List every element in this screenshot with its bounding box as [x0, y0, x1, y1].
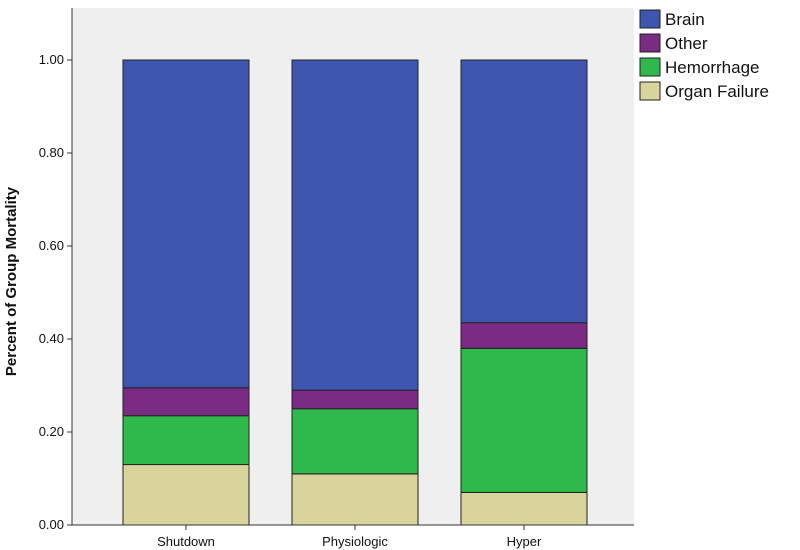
legend-label: Brain: [665, 10, 705, 29]
y-tick-label: 1.00: [39, 52, 64, 67]
legend-swatch-brain: [639, 9, 661, 29]
y-tick-label: 0.80: [39, 145, 64, 160]
legend-label: Hemorrhage: [665, 58, 760, 77]
bar-other-hyper: [460, 322, 588, 349]
x-tick-label: Shutdown: [157, 534, 215, 549]
bar-organ-failure-shutdown: [122, 464, 250, 526]
y-tick-label: 0.40: [39, 331, 64, 346]
y-axis: 0.00 0.20 0.40 0.60 0.80 1.00: [39, 8, 73, 532]
legend-label: Organ Failure: [665, 82, 769, 101]
bar-brain-hyper: [460, 59, 588, 324]
bar-other-shutdown: [122, 387, 250, 417]
bar-hemorrhage-physiologic: [291, 408, 419, 475]
legend: Brain Other Hemorrhage Organ Failure: [639, 9, 769, 101]
bar-organ-failure-physiologic: [291, 473, 419, 526]
legend-label: Other: [665, 34, 708, 53]
legend-swatch-other: [639, 33, 661, 53]
bar-organ-failure-hyper: [460, 491, 588, 526]
x-tick-label: Hyper: [507, 534, 542, 549]
y-axis-title: Percent of Group Mortality: [3, 186, 20, 376]
bar-hemorrhage-shutdown: [122, 415, 250, 466]
bar-brain-shutdown: [122, 59, 250, 389]
bars-group: [122, 59, 588, 526]
legend-swatch-hemorrhage: [639, 57, 661, 77]
y-tick-label: 0.20: [39, 424, 64, 439]
y-tick-label: 0.60: [39, 238, 64, 253]
x-tick-label: Physiologic: [322, 534, 388, 549]
legend-swatch-organ-failure: [639, 81, 661, 101]
bar-other-physiologic: [291, 389, 419, 410]
y-tick-label: 0.00: [39, 517, 64, 532]
bar-brain-physiologic: [291, 59, 419, 391]
bar-hemorrhage-hyper: [460, 347, 588, 493]
x-axis: Shutdown Physiologic Hyper: [72, 524, 634, 549]
